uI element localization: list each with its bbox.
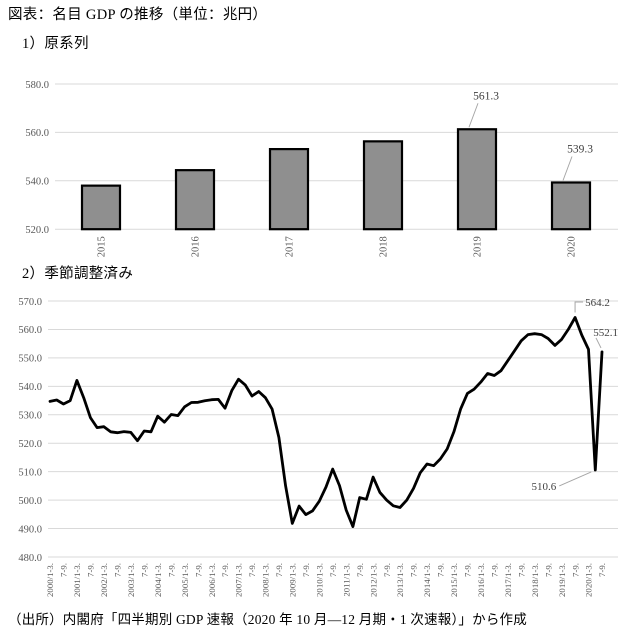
x-axis-tick-label: 7-9. [220,563,230,577]
y-axis-tick-label: 530.0 [18,411,42,422]
annotation-leader [559,471,592,487]
x-axis-tick-label: 7-9. [166,563,176,577]
y-axis-tick-label: 520.0 [18,439,42,450]
x-axis-tick-label: 2008/1-3. [261,563,271,597]
x-axis-tick-label: 7-9. [516,563,526,577]
x-axis-tick-label: 7-9. [597,563,607,577]
quarterly-gdp-line-chart: 480.0 490.0 500.0 510.0 520.0 530.0 540.0 550.0… [18,297,618,597]
annual-gdp-bar-chart: 520.0 540.0 560.0 580.0 2015 2016 2017 2018 2019… [25,80,618,257]
x-axis-tick-label: 2017 [285,236,296,257]
y-axis-tick-label: 550.0 [18,354,42,365]
y-axis-tick-label: 490.0 [18,524,42,535]
bar-annotation-label: 539.3 [567,143,593,155]
x-axis-tick-label: 2001/1-3. [72,563,82,597]
annotation-leader [562,156,573,181]
bar-2020 [550,181,592,231]
line-annotation-label: 564.2 [585,297,610,309]
x-axis-tick-label: 7-9. [193,563,203,577]
x-axis-tick-label: 2019/1-3. [557,563,567,597]
x-axis-tick-label: 2019 [473,236,484,257]
x-axis-tick-label: 7-9. [382,563,392,577]
x-axis-tick-label: 7-9. [247,563,257,577]
x-axis-tick-label: 2009/1-3. [288,563,298,597]
y-axis-tick-label: 580.0 [25,80,49,91]
annotation-leader [468,103,479,128]
x-axis-tick-label: 2018/1-3. [530,563,540,597]
x-axis-tick-label: 7-9. [409,563,419,577]
x-axis-tick-label: 2017/1-3. [503,563,513,597]
bar-2018 [362,140,404,231]
x-axis-tick-label: 2002/1-3. [99,563,109,597]
x-axis-tick-label: 2006/1-3. [207,563,217,597]
y-axis-tick-label: 520.0 [25,225,49,236]
x-axis-tick-label: 7-9. [543,563,553,577]
section-1-label: 1）原系列 [22,36,89,52]
gdp-quarterly-line [48,316,604,529]
y-axis-tick-label: 540.0 [18,382,42,393]
x-axis-tick-label: 2018 [379,236,390,257]
section-2-label: 2）季節調整済み [22,266,134,282]
bar-2015 [80,184,122,231]
y-axis-tick-label: 560.0 [18,325,42,336]
x-axis-tick-label: 2004/1-3. [153,563,163,597]
x-axis-tick-label: 7-9. [328,563,338,577]
y-axis-tick-label: 540.0 [25,177,49,188]
line-annotation-label: 510.6 [532,481,557,493]
bar-2019 [456,128,498,231]
x-axis-tick-label: 7-9. [436,563,446,577]
x-axis-tick-label: 2012/1-3. [368,563,378,597]
x-axis-tick-label: 2005/1-3. [180,563,190,597]
x-axis-tick-label: 2003/1-3. [126,563,136,597]
x-axis-tick-label: 2015 [97,236,108,257]
x-axis-tick-label: 2020/1-3. [584,563,594,597]
x-axis-tick-label: 7-9. [489,563,499,577]
source-note: （出所）内閣府「四半期別 GDP 速報（2020 年 10 月―12 月期・1 … [8,612,527,627]
x-axis-tick-label: 7-9. [463,563,473,577]
x-axis-tick-label: 2015/1-3. [449,563,459,597]
x-axis-tick-label: 2000/1-3. [45,563,55,597]
x-axis-tick-label: 7-9. [355,563,365,577]
y-axis-tick-label: 570.0 [18,297,42,308]
x-axis-tick-label: 2016/1-3. [476,563,486,597]
y-axis-tick-label: 480.0 [18,553,42,564]
x-axis-tick-label: 2014/1-3. [422,563,432,597]
x-axis-tick-label: 2020 [567,236,578,257]
x-axis-tick-label: 2010/1-3. [314,563,324,597]
x-axis-tick-label: 7-9. [113,563,123,577]
bar-2016 [174,169,216,231]
x-axis-tick-label: 7-9. [139,563,149,577]
y-axis-tick-label: 560.0 [25,128,49,139]
page-title: 図表：名目 GDP の推移（単位：兆円） [8,7,268,23]
x-axis-tick-label: 7-9. [59,563,69,577]
y-axis-tick-label: 500.0 [18,496,42,507]
x-axis-tick-label: 7-9. [86,563,96,577]
x-axis-tick-label: 2013/1-3. [395,563,405,597]
x-axis-tick-label: 2007/1-3. [234,563,244,597]
annotation-leader [574,301,584,313]
line-annotation-label: 552.1 [593,327,618,339]
x-axis-tick-label: 7-9. [301,563,311,577]
annotation-leader [595,337,602,349]
y-axis-tick-label: 510.0 [18,467,42,478]
bar-annotation-label: 561.3 [473,90,499,102]
x-axis-tick-label: 7-9. [274,563,284,577]
x-axis-tick-label: 2016 [191,236,202,257]
bar-2017 [268,147,310,231]
x-axis-tick-label: 7-9. [570,563,580,577]
x-axis-tick-label: 2011/1-3. [341,563,351,597]
